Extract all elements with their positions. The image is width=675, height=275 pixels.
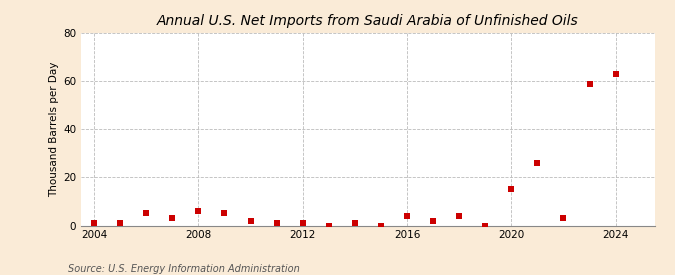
- Point: [219, 211, 230, 216]
- Point: [402, 214, 412, 218]
- Point: [271, 221, 282, 225]
- Text: Source: U.S. Energy Information Administration: Source: U.S. Energy Information Administ…: [68, 264, 299, 274]
- Point: [428, 218, 439, 223]
- Point: [323, 223, 334, 228]
- Point: [193, 209, 204, 213]
- Point: [584, 81, 595, 86]
- Point: [245, 218, 256, 223]
- Point: [375, 223, 386, 228]
- Point: [532, 161, 543, 165]
- Point: [480, 223, 491, 228]
- Point: [454, 214, 464, 218]
- Point: [506, 187, 517, 192]
- Point: [610, 72, 621, 76]
- Point: [88, 221, 99, 225]
- Title: Annual U.S. Net Imports from Saudi Arabia of Unfinished Oils: Annual U.S. Net Imports from Saudi Arabi…: [157, 14, 578, 28]
- Point: [167, 216, 178, 221]
- Y-axis label: Thousand Barrels per Day: Thousand Barrels per Day: [49, 62, 59, 197]
- Point: [350, 221, 360, 225]
- Point: [558, 216, 569, 221]
- Point: [115, 221, 126, 225]
- Point: [297, 221, 308, 225]
- Point: [141, 211, 152, 216]
